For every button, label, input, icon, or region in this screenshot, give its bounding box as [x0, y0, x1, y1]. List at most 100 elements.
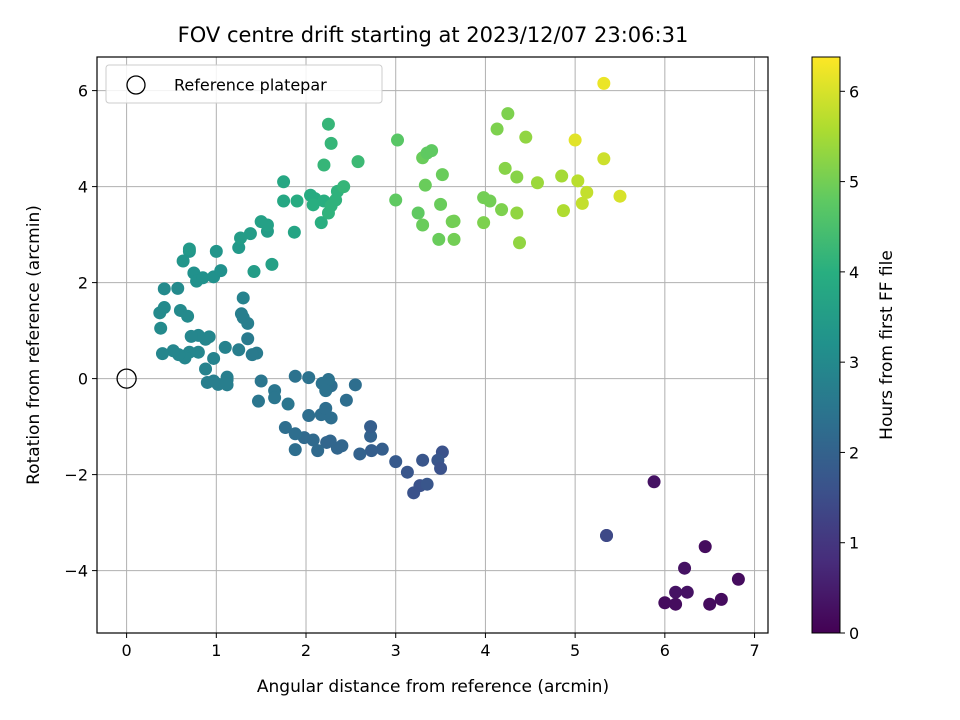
data-point	[510, 170, 524, 184]
data-point	[191, 345, 205, 359]
data-point	[317, 158, 331, 172]
data-point	[647, 475, 661, 489]
data-point	[166, 344, 180, 358]
data-point	[290, 194, 304, 208]
data-point	[277, 175, 291, 189]
data-point	[184, 329, 198, 343]
colorbar: 0 1 2 3 4 5 6 Hours from first FF file	[811, 56, 897, 643]
data-point	[407, 486, 421, 500]
data-point	[391, 133, 405, 147]
data-point	[196, 271, 210, 285]
data-point	[597, 76, 611, 90]
data-point	[575, 196, 589, 210]
x-axis-label: Angular distance from reference (arcmin)	[257, 677, 609, 697]
legend: Reference platepar	[105, 64, 383, 104]
data-point	[302, 409, 316, 423]
data-point	[418, 178, 432, 192]
data-point	[389, 193, 403, 207]
data-point	[580, 185, 594, 199]
data-point	[490, 122, 504, 136]
x-axis-ticks: 0 1 2 3 4 5 6 7	[122, 633, 760, 660]
data-point	[337, 180, 351, 194]
data-point	[434, 461, 448, 475]
reference-platepar-point	[116, 368, 137, 389]
data-point	[277, 194, 291, 208]
data-point	[154, 321, 168, 335]
data-point	[200, 375, 214, 389]
data-point	[658, 596, 672, 610]
data-point	[234, 307, 248, 321]
data-point	[703, 597, 717, 611]
data-point	[171, 281, 185, 295]
data-point	[447, 232, 461, 246]
data-point	[232, 343, 246, 357]
colorbar-ticks: 0 1 2 3 4 5 6	[840, 82, 859, 643]
data-point	[319, 384, 333, 398]
data-point	[375, 442, 389, 456]
x-tick-label: 2	[301, 641, 311, 660]
data-point	[571, 174, 585, 188]
data-point	[416, 218, 430, 232]
data-point	[432, 232, 446, 246]
data-point	[311, 444, 325, 458]
data-point	[389, 455, 403, 469]
data-point	[678, 561, 692, 575]
data-point	[181, 309, 195, 323]
data-point	[434, 197, 448, 211]
data-point	[335, 439, 349, 453]
colorbar-tick-label: 0	[849, 624, 859, 643]
data-point	[339, 393, 353, 407]
x-tick-label: 1	[211, 641, 221, 660]
data-point	[254, 215, 268, 229]
data-point	[364, 420, 378, 434]
x-tick-label: 6	[660, 641, 670, 660]
data-point	[254, 374, 268, 388]
data-point	[324, 136, 338, 150]
data-point	[568, 133, 582, 147]
data-point	[251, 394, 265, 408]
colorbar-tick-label: 3	[849, 353, 859, 372]
data-point	[209, 244, 223, 258]
data-point	[218, 340, 232, 354]
data-point	[302, 371, 316, 385]
data-point	[199, 362, 213, 376]
colorbar-tick-label: 1	[849, 534, 859, 553]
data-point	[669, 597, 683, 611]
data-point	[265, 257, 279, 271]
y-axis-label: Rotation from reference (arcmin)	[24, 205, 44, 485]
data-point	[477, 216, 491, 230]
scatter-points	[116, 76, 745, 611]
data-point	[498, 161, 512, 175]
data-point	[416, 453, 430, 467]
data-point	[597, 152, 611, 166]
data-point	[600, 529, 614, 543]
data-point	[306, 198, 320, 212]
data-point	[714, 592, 728, 606]
x-tick-label: 3	[391, 641, 401, 660]
data-point	[669, 585, 683, 599]
data-point	[182, 242, 196, 256]
chart-title: FOV centre drift starting at 2023/12/07 …	[178, 23, 689, 47]
y-tick-label: 6	[78, 82, 88, 101]
data-point	[556, 204, 570, 218]
data-point	[425, 144, 439, 158]
data-point	[288, 427, 302, 441]
data-point	[351, 155, 365, 169]
data-point	[245, 348, 259, 362]
data-point	[157, 282, 171, 296]
data-point	[324, 411, 338, 425]
data-point	[613, 189, 627, 203]
data-point	[247, 265, 261, 279]
legend-marker	[126, 75, 146, 95]
colorbar-label: Hours from first FF file	[877, 250, 897, 440]
data-point	[236, 291, 250, 305]
colorbar-tick-label: 4	[849, 263, 859, 282]
data-point	[232, 241, 246, 255]
y-tick-label: 2	[78, 274, 88, 293]
data-point	[400, 465, 414, 479]
legend-box	[105, 64, 383, 104]
data-point	[320, 435, 334, 449]
data-point	[420, 477, 434, 491]
x-tick-label: 4	[480, 641, 490, 660]
